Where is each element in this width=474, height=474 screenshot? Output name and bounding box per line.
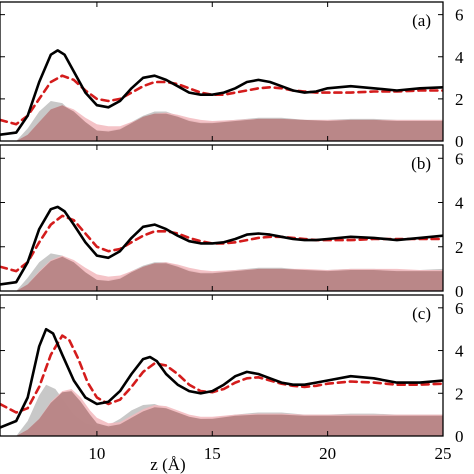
y-tick-label: 2 xyxy=(455,384,464,403)
x-tick-labels: 10 15 20 25 xyxy=(88,444,451,463)
panel-3: 0 2 4 6 (c) xyxy=(0,294,464,446)
x-tick-label: 15 xyxy=(204,444,221,463)
x-tick-label: 25 xyxy=(435,444,452,463)
x-tick-label: 20 xyxy=(319,444,336,463)
panel-frame xyxy=(0,1,444,142)
x-tick-label: 10 xyxy=(88,444,105,463)
y-tick-label: 4 xyxy=(455,194,464,213)
series-brown-fill xyxy=(16,391,443,436)
plot-area xyxy=(0,205,443,291)
y-tick-label: 0 xyxy=(455,282,464,301)
series-red-dashed xyxy=(0,74,443,126)
y-tick-label: 2 xyxy=(455,238,464,257)
panel-label: (b) xyxy=(411,154,431,173)
x-axis-title: z (Å) xyxy=(150,455,185,474)
panel-label: (c) xyxy=(412,304,431,323)
panel-label: (a) xyxy=(412,11,431,30)
plot-area xyxy=(0,327,443,436)
y-tick-label: 6 xyxy=(455,149,464,168)
y-tick-label: 4 xyxy=(455,342,464,361)
series-red-dashed xyxy=(0,334,443,414)
series-black-solid xyxy=(0,49,443,136)
y-tick-label: 4 xyxy=(455,48,464,67)
y-tick-label: 0 xyxy=(455,132,464,151)
series-black-solid xyxy=(0,327,443,429)
panel-frame xyxy=(0,294,444,437)
series-black-solid xyxy=(0,205,443,286)
y-tick-label: 2 xyxy=(455,90,464,109)
y-tick-label: 6 xyxy=(455,6,464,25)
plot-area xyxy=(0,49,443,141)
panels-layer: 0 2 4 6 (a) 0 2 4 6 (b) 0 2 4 6 (c) xyxy=(0,1,464,446)
panel-1: 0 2 4 6 (a) xyxy=(0,1,464,151)
series-brown-fill xyxy=(16,256,443,291)
y-tick-label: 0 xyxy=(455,427,464,446)
panel-2: 0 2 4 6 (b) xyxy=(0,144,464,301)
series-brown-fill xyxy=(16,105,443,141)
panel-frame xyxy=(0,144,444,292)
y-tick-label: 6 xyxy=(455,299,464,318)
